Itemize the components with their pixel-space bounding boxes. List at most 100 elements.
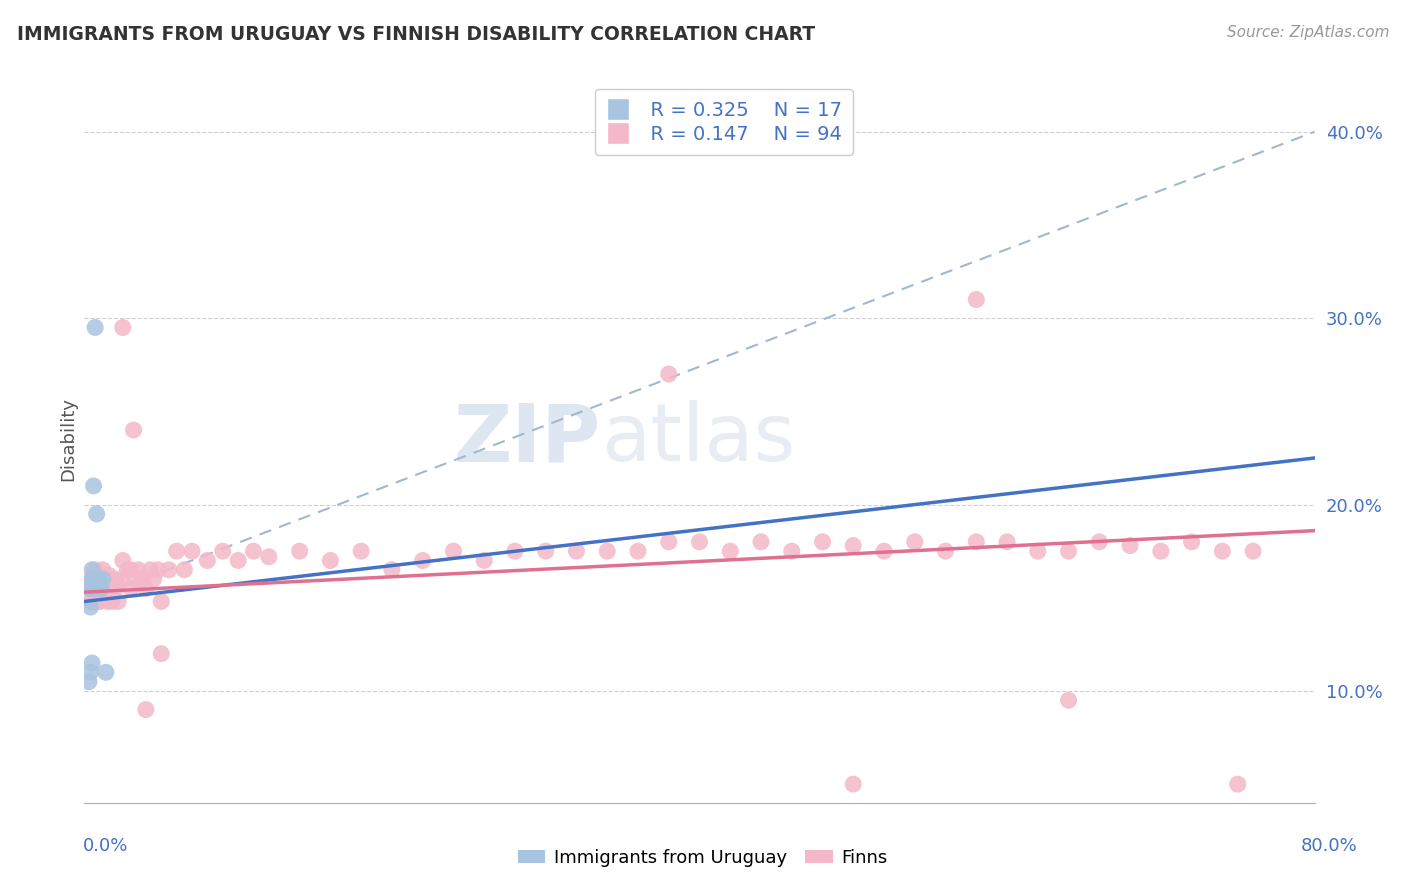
Point — [83, 594, 105, 608]
Point — [83, 582, 105, 596]
Point — [87, 594, 110, 608]
Point — [79, 572, 101, 586]
Point — [93, 582, 115, 596]
Point — [1088, 534, 1111, 549]
Point — [80, 594, 103, 608]
Point — [157, 563, 180, 577]
Point — [86, 507, 108, 521]
Point — [91, 563, 114, 577]
Point — [100, 582, 122, 596]
Point — [101, 594, 124, 608]
Point — [718, 544, 741, 558]
Y-axis label: Disability: Disability — [59, 397, 77, 482]
Point — [110, 572, 132, 586]
Point — [117, 563, 139, 577]
Point — [90, 591, 112, 605]
Point — [87, 572, 110, 586]
Point — [1057, 544, 1080, 558]
Point — [150, 647, 173, 661]
Point — [89, 572, 111, 586]
Point — [689, 534, 711, 549]
Point — [80, 572, 103, 586]
Point — [658, 367, 681, 381]
Point — [1150, 544, 1173, 558]
Point — [503, 544, 526, 558]
Point — [111, 553, 134, 567]
Point — [658, 534, 681, 549]
Point — [148, 563, 170, 577]
Point — [79, 594, 101, 608]
Point — [1026, 544, 1049, 558]
Point — [319, 553, 342, 567]
Point — [132, 572, 155, 586]
Point — [842, 539, 865, 553]
Point — [873, 544, 896, 558]
Point — [749, 534, 772, 549]
Point — [77, 582, 100, 596]
Point — [150, 594, 173, 608]
Point — [226, 553, 249, 567]
Point — [89, 594, 111, 608]
Point — [135, 582, 157, 596]
Point — [105, 575, 128, 590]
Point — [842, 777, 865, 791]
Point — [83, 572, 105, 586]
Point — [965, 293, 987, 307]
Point — [80, 563, 103, 577]
Point — [472, 553, 495, 567]
Legend:   R = 0.325    N = 17,   R = 0.147    N = 94: R = 0.325 N = 17, R = 0.147 N = 94 — [595, 89, 853, 155]
Point — [534, 544, 557, 558]
Point — [1119, 539, 1142, 553]
Point — [127, 563, 149, 577]
Text: 0.0%: 0.0% — [83, 837, 128, 855]
Point — [139, 563, 162, 577]
Point — [935, 544, 957, 558]
Point — [1241, 544, 1264, 558]
Point — [83, 479, 105, 493]
Point — [257, 549, 280, 564]
Point — [80, 582, 103, 596]
Point — [80, 572, 103, 586]
Point — [86, 572, 108, 586]
Point — [811, 534, 834, 549]
Point — [84, 320, 107, 334]
Point — [84, 572, 107, 586]
Point — [104, 582, 127, 596]
Point — [211, 544, 233, 558]
Point — [142, 572, 165, 586]
Point — [86, 568, 108, 582]
Point — [173, 563, 195, 577]
Text: atlas: atlas — [602, 401, 796, 478]
Text: Source: ZipAtlas.com: Source: ZipAtlas.com — [1226, 25, 1389, 40]
Point — [412, 553, 434, 567]
Point — [135, 703, 157, 717]
Legend: Immigrants from Uruguay, Finns: Immigrants from Uruguay, Finns — [510, 842, 896, 874]
Point — [565, 544, 588, 558]
Point — [79, 600, 101, 615]
Point — [904, 534, 927, 549]
Point — [242, 544, 264, 558]
Point — [381, 563, 404, 577]
Point — [596, 544, 619, 558]
Point — [111, 320, 134, 334]
Point — [120, 582, 142, 596]
Point — [96, 594, 118, 608]
Point — [83, 582, 105, 596]
Point — [1057, 693, 1080, 707]
Point — [77, 674, 100, 689]
Text: 80.0%: 80.0% — [1301, 837, 1357, 855]
Text: ZIP: ZIP — [454, 401, 602, 478]
Point — [103, 572, 125, 586]
Point — [84, 563, 107, 577]
Point — [443, 544, 465, 558]
Point — [181, 544, 204, 558]
Point — [120, 563, 142, 577]
Point — [98, 568, 120, 582]
Point — [91, 572, 114, 586]
Point — [1211, 544, 1233, 558]
Point — [166, 544, 188, 558]
Point — [122, 423, 145, 437]
Point — [87, 582, 110, 596]
Point — [995, 534, 1018, 549]
Point — [90, 582, 112, 596]
